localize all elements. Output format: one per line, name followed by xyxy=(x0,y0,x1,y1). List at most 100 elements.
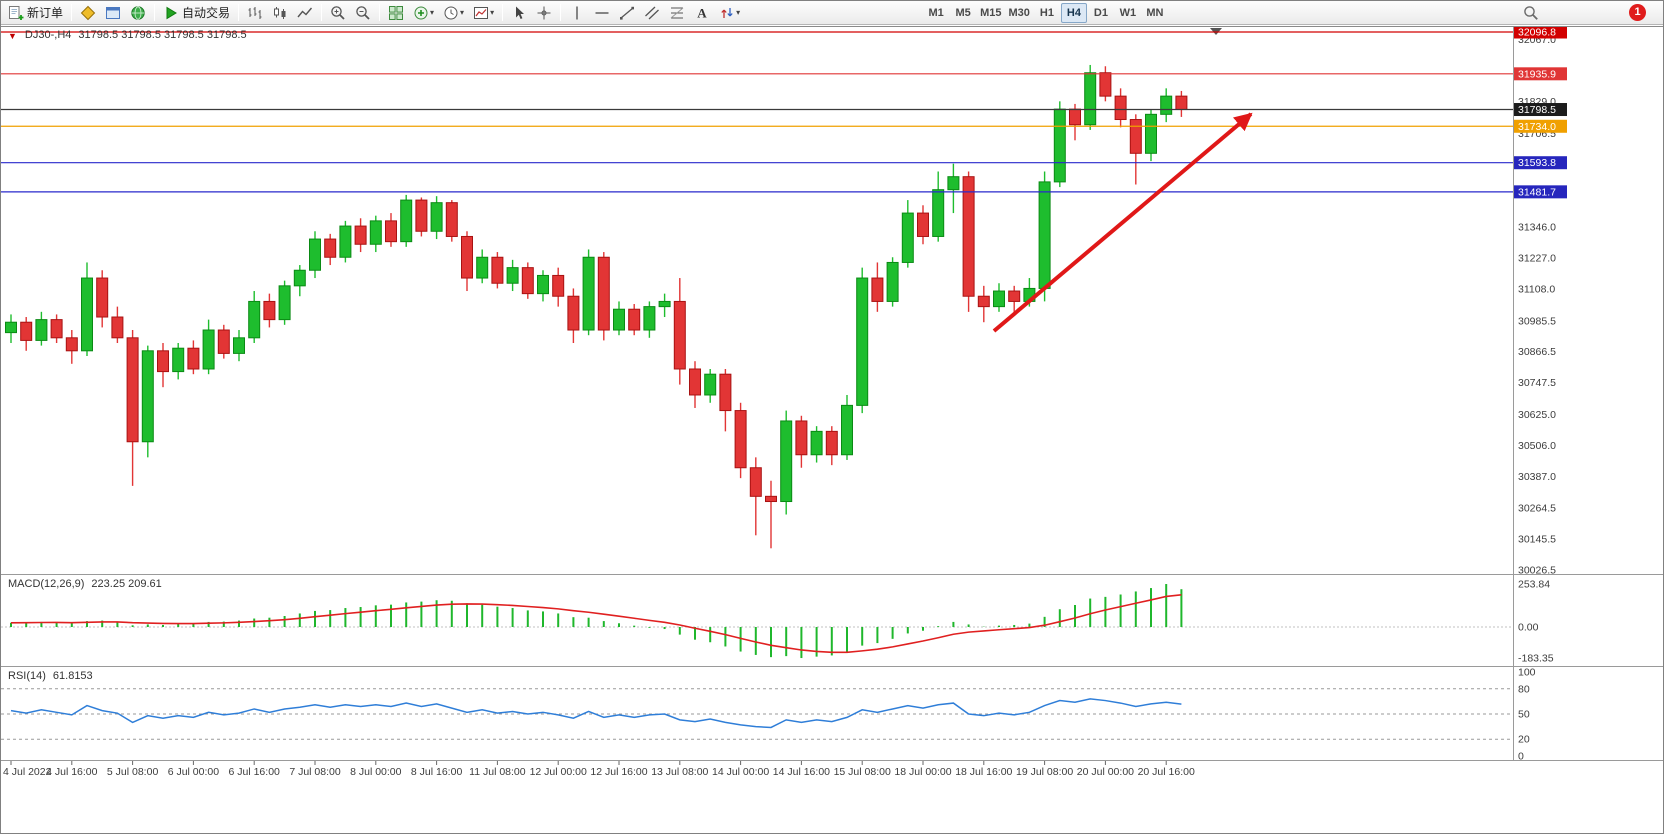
svg-text:31481.7: 31481.7 xyxy=(1518,186,1556,198)
svg-text:30625.0: 30625.0 xyxy=(1518,409,1556,421)
svg-text:30145.5: 30145.5 xyxy=(1518,534,1556,546)
horizontal-line-icon xyxy=(595,11,609,14)
line-chart-button[interactable] xyxy=(293,2,317,23)
price-line-label-box xyxy=(1514,103,1567,117)
svg-text:15 Jul 08:00: 15 Jul 08:00 xyxy=(834,766,891,778)
price-line-label-box xyxy=(1514,26,1567,39)
new-order-label: 新订单 xyxy=(27,6,64,20)
svg-text:-183.35: -183.35 xyxy=(1518,653,1554,665)
tf-button-H1[interactable]: H1 xyxy=(1034,3,1060,23)
horizontal-line-tool-button[interactable] xyxy=(590,2,614,23)
svg-text:100: 100 xyxy=(1518,667,1536,679)
market-watch-icon xyxy=(80,5,96,20)
channel-icon xyxy=(645,6,660,19)
channel-tool-button[interactable] xyxy=(640,2,664,23)
svg-text:31108.0: 31108.0 xyxy=(1518,283,1555,295)
line-chart-icon xyxy=(297,7,313,17)
toolbar-separator xyxy=(238,4,240,21)
candlestick-chart-icon xyxy=(274,6,286,19)
cursor-icon xyxy=(516,6,525,19)
autotrading-icon xyxy=(166,6,177,19)
zoom-in-button[interactable] xyxy=(326,2,350,23)
svg-text:6 Jul 16:00: 6 Jul 16:00 xyxy=(229,766,281,778)
svg-text:8 Jul 00:00: 8 Jul 00:00 xyxy=(350,766,402,778)
svg-text:6 Jul 00:00: 6 Jul 00:00 xyxy=(168,766,220,778)
arrows-tool-button[interactable]: ▾ xyxy=(715,2,744,23)
svg-text:0.00: 0.00 xyxy=(1518,622,1539,634)
svg-text:7 Jul 08:00: 7 Jul 08:00 xyxy=(289,766,341,778)
svg-text:20 Jul 16:00: 20 Jul 16:00 xyxy=(1138,766,1195,778)
text-tool-button[interactable]: A xyxy=(690,2,714,23)
svg-text:80: 80 xyxy=(1518,683,1530,695)
period-button[interactable]: ▾ xyxy=(439,2,468,23)
zoom-out-button[interactable] xyxy=(351,2,375,23)
crosshair-button[interactable] xyxy=(532,2,556,23)
price-line-label-box xyxy=(1514,156,1567,170)
svg-text:5 Jul 08:00: 5 Jul 08:00 xyxy=(107,766,159,778)
tf-button-M5[interactable]: M5 xyxy=(950,3,976,23)
dropdown-caret-icon: ▾ xyxy=(736,8,741,17)
market-watch-button[interactable] xyxy=(76,2,100,23)
templates-button[interactable]: ▾ xyxy=(469,2,498,23)
svg-text:11 Jul 08:00: 11 Jul 08:00 xyxy=(469,766,526,778)
fibonacci-tool-button[interactable] xyxy=(665,2,689,23)
svg-text:31346.0: 31346.0 xyxy=(1518,222,1556,234)
svg-text:12 Jul 16:00: 12 Jul 16:00 xyxy=(590,766,647,778)
chart-canvas[interactable]: 32067.031829.031706.531346.031227.031108… xyxy=(1,26,1664,834)
terminal-button[interactable] xyxy=(126,2,150,23)
dropdown-caret-icon: ▾ xyxy=(460,8,465,17)
svg-text:30866.5: 30866.5 xyxy=(1518,346,1556,358)
notification-badge[interactable]: 1 xyxy=(1629,4,1646,21)
new-order-button[interactable]: 新订单 xyxy=(4,2,67,23)
navigator-button[interactable] xyxy=(101,2,125,23)
dropdown-caret-icon: ▾ xyxy=(430,8,435,17)
cursor-button[interactable] xyxy=(507,2,531,23)
svg-text:30387.0: 30387.0 xyxy=(1518,471,1556,483)
main-toolbar: 新订单 自动交易 xyxy=(1,1,1663,25)
toolbar-separator xyxy=(502,4,504,21)
price-line-label-box xyxy=(1514,119,1567,133)
svg-text:30264.5: 30264.5 xyxy=(1518,503,1556,515)
svg-text:253.84: 253.84 xyxy=(1518,579,1550,591)
indicators-button[interactable]: ▾ xyxy=(409,2,438,23)
candlestick-chart-button[interactable] xyxy=(268,2,292,23)
tf-button-M30[interactable]: M30 xyxy=(1006,3,1033,23)
navigator-icon xyxy=(106,6,121,19)
svg-text:18 Jul 16:00: 18 Jul 16:00 xyxy=(955,766,1012,778)
toolbar-separator xyxy=(154,4,156,21)
search-button[interactable] xyxy=(1519,2,1543,23)
autotrading-label: 自动交易 xyxy=(182,6,231,20)
svg-text:30026.5: 30026.5 xyxy=(1518,565,1556,577)
text-tool-icon: A xyxy=(697,5,707,20)
svg-text:20 Jul 00:00: 20 Jul 00:00 xyxy=(1077,766,1134,778)
svg-text:31734.0: 31734.0 xyxy=(1518,121,1556,133)
tf-button-H4[interactable]: H4 xyxy=(1060,2,1087,23)
hlines-layer[interactable]: 32096.8 31935.9 31798.5 31734.0 31593.8 31481… xyxy=(1,26,1567,199)
autotrading-button[interactable]: 自动交易 xyxy=(159,2,234,23)
toolbar-separator xyxy=(379,4,381,21)
tf-button-M15[interactable]: M15 xyxy=(977,3,1004,23)
price-line-label-box xyxy=(1514,185,1567,199)
tf-button-M1[interactable]: M1 xyxy=(923,3,949,23)
svg-text:31798.5: 31798.5 xyxy=(1518,104,1556,116)
toolbar-separator xyxy=(321,4,323,21)
bar-chart-button[interactable] xyxy=(243,2,267,23)
tile-windows-button[interactable] xyxy=(384,2,408,23)
svg-text:30747.5: 30747.5 xyxy=(1518,377,1556,389)
svg-text:14 Jul 00:00: 14 Jul 00:00 xyxy=(712,766,769,778)
tf-button-MN[interactable]: MN xyxy=(1142,3,1168,23)
svg-text:31227.0: 31227.0 xyxy=(1518,253,1556,265)
crosshair-icon xyxy=(537,6,551,19)
tf-button-D1[interactable]: D1 xyxy=(1088,3,1114,23)
tf-button-W1[interactable]: W1 xyxy=(1115,3,1141,23)
trend-arrow[interactable] xyxy=(992,112,1253,333)
vertical-line-icon xyxy=(576,6,578,19)
trendline-tool-button[interactable] xyxy=(615,2,639,23)
bar-chart-icon xyxy=(248,6,262,19)
vertical-line-tool-button[interactable] xyxy=(565,2,589,23)
toolbar-separator xyxy=(71,4,73,21)
svg-text:50: 50 xyxy=(1518,709,1530,721)
svg-text:8 Jul 16:00: 8 Jul 16:00 xyxy=(411,766,463,778)
svg-text:31935.9: 31935.9 xyxy=(1518,68,1556,80)
